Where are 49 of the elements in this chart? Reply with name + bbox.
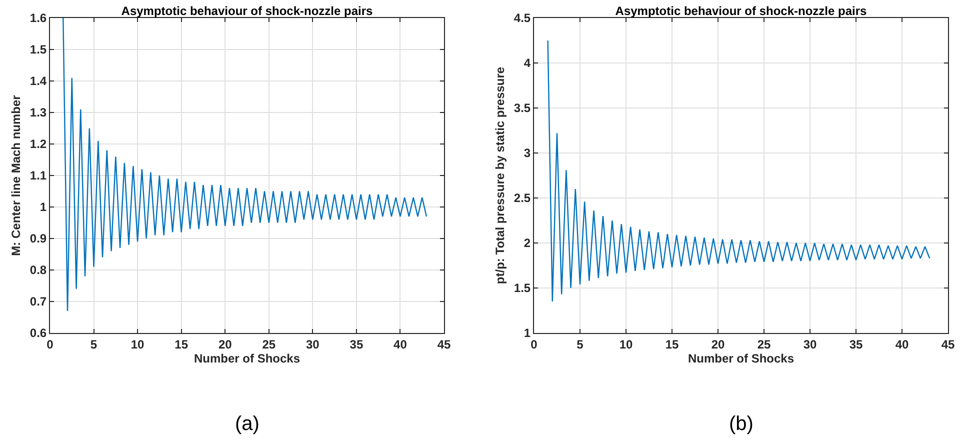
x-tick-label: 20	[218, 337, 232, 352]
x-axis-title: Number of Shocks	[194, 351, 300, 366]
y-tick-label: 3	[524, 146, 531, 160]
x-tick-label: 15	[174, 337, 188, 352]
y-tick-label: 1.1	[30, 168, 47, 183]
x-tick-label: 35	[849, 337, 863, 352]
x-tick-label: 10	[130, 337, 145, 352]
x-tick-label: 40	[895, 337, 909, 352]
chart-title: Asymptotic behaviour of shock-nozzle pairs	[121, 4, 374, 18]
y-tick-label: 1.2	[30, 137, 47, 152]
x-tick-label: 35	[350, 337, 364, 352]
text: (a)	[235, 413, 260, 435]
x-tick-label: 25	[757, 337, 771, 352]
y-tick-label: 4	[524, 56, 531, 70]
x-tick-label: 20	[711, 337, 725, 352]
x-tick-label: 5	[576, 337, 584, 352]
x-tick-label: 40	[394, 337, 408, 352]
y-tick-label: 0.6	[30, 326, 47, 340]
text: (b)	[729, 413, 754, 435]
y-tick-label: 1.5	[30, 42, 47, 57]
x-tick-label: 30	[803, 337, 817, 352]
x-tick-label: 25	[262, 337, 276, 352]
y-axis-title: pt/p: Total pressure by static pressure	[493, 66, 508, 284]
y-tick-label: 1.6	[30, 11, 47, 26]
y-tick-label: 0.9	[30, 232, 47, 246]
line-series	[62, 18, 428, 312]
y-tick-label: 1.3	[30, 106, 47, 120]
x-tick-label: 15	[665, 337, 679, 352]
x-tick-label: 0	[530, 337, 538, 352]
line-series	[547, 40, 930, 302]
y-tick-label: 1	[40, 200, 47, 214]
x-tick-label: 5	[90, 337, 98, 352]
y-tick-label: 2	[524, 236, 531, 250]
x-tick-label: 0	[46, 337, 54, 352]
x-axis-title: Number of Shocks	[688, 351, 794, 366]
y-tick-label: 0.7	[30, 294, 47, 309]
x-tick-label: 10	[619, 337, 633, 352]
chart-title: Asymptotic behaviour of shock-nozzle pairs	[615, 4, 868, 18]
x-tick-label: 45	[941, 337, 955, 352]
y-tick-label: 0.8	[30, 263, 47, 278]
x-tick-label: 45	[437, 337, 451, 352]
x-tick-label: 30	[306, 337, 320, 352]
y-tick-label: 1.4	[30, 74, 47, 88]
y-tick-label: 1.5	[514, 281, 531, 296]
y-axis-title: M: Center line Mach number	[9, 94, 24, 256]
y-tick-label: 3.5	[514, 101, 531, 116]
y-tick-label: 1	[524, 326, 531, 340]
y-tick-label: 4.5	[514, 11, 531, 26]
y-tick-label: 2.5	[514, 191, 531, 206]
